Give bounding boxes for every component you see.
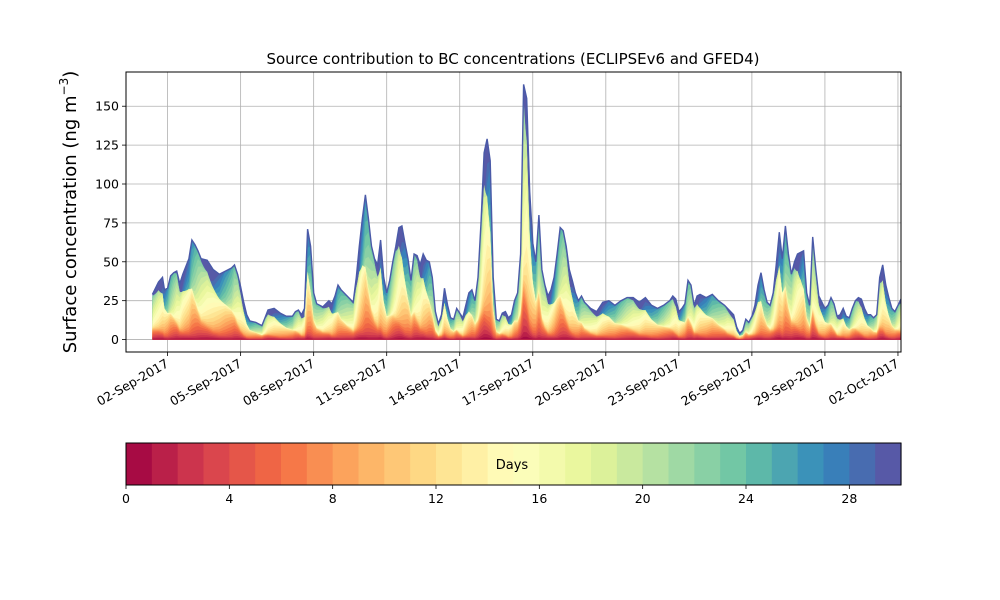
- colorbar-tick-label: 0: [122, 491, 130, 506]
- y-axis-label-text: Surface concentration (ng m: [60, 95, 81, 353]
- colorbar-cell: [461, 443, 489, 485]
- colorbar-cell: [591, 443, 618, 485]
- colorbar-cell: [849, 443, 876, 485]
- plot-frame: [125, 71, 902, 353]
- y-tick-label: 150: [95, 99, 119, 114]
- colorbar-cells: [126, 443, 902, 485]
- area-layer-day-0: [152, 336, 901, 340]
- y-axis-label-close: ): [60, 71, 81, 78]
- colorbar-cell: [255, 443, 282, 485]
- colorbar-cell: [616, 443, 644, 485]
- colorbar-cell: [229, 443, 256, 485]
- colorbar-cell: [358, 443, 385, 485]
- colorbar-cell: [203, 443, 230, 485]
- y-tick-label: 75: [103, 215, 119, 230]
- y-tick-label: 25: [103, 293, 119, 308]
- colorbar-cell: [720, 443, 747, 485]
- colorbar-cell: [126, 443, 153, 485]
- colorbar: 0 4 8 12 16 20 24 28 Days: [122, 442, 902, 506]
- colorbar-ticks: 0 4 8 12 16 20 24 28: [122, 485, 857, 506]
- y-axis-label-superscript: −3: [57, 78, 71, 96]
- colorbar-tick-label: 8: [329, 491, 337, 506]
- colorbar-tick-label: 24: [738, 491, 754, 506]
- y-axis-label: Surface concentration (ng m−3): [57, 71, 81, 354]
- colorbar-tick-label: 16: [531, 491, 547, 506]
- colorbar-cell: [746, 443, 773, 485]
- area-layer-day-1: [152, 332, 901, 340]
- y-tick-label: 50: [103, 254, 119, 269]
- colorbar-cell: [177, 443, 205, 485]
- colorbar-cell: [487, 443, 515, 485]
- y-axis-ticks: 0 25 50 75 100 125 150: [95, 99, 126, 347]
- stacked-area-layers: [151, 84, 901, 340]
- y-tick-label: 125: [95, 138, 119, 153]
- colorbar-cell: [797, 443, 825, 485]
- colorbar-tick-label: 28: [841, 491, 857, 506]
- colorbar-tick-label: 12: [428, 491, 444, 506]
- colorbar-cell: [513, 443, 540, 485]
- colorbar-cell: [281, 443, 308, 485]
- colorbar-cell: [436, 443, 463, 485]
- total-outline: [151, 84, 901, 335]
- colorbar-cell: [694, 443, 721, 485]
- colorbar-cell: [875, 443, 902, 485]
- colorbar-cell: [771, 443, 799, 485]
- colorbar-cell: [151, 443, 179, 485]
- colorbar-cell: [384, 443, 411, 485]
- svg-text:Surface concentration (ng m−3): Surface concentration (ng m−3): [57, 71, 81, 354]
- colorbar-label: Days: [496, 458, 529, 473]
- colorbar-tick-label: 20: [635, 491, 651, 506]
- colorbar-cell: [565, 443, 592, 485]
- axes: [125, 71, 902, 353]
- colorbar-cell: [668, 443, 695, 485]
- y-tick-label: 100: [95, 177, 119, 192]
- colorbar-cell: [410, 443, 437, 485]
- colorbar-cell: [539, 443, 566, 485]
- colorbar-tick-label: 4: [225, 491, 233, 506]
- colorbar-frame: [125, 442, 902, 486]
- colorbar-cell: [642, 443, 670, 485]
- y-tick-label: 0: [111, 332, 119, 347]
- colorbar-cell: [332, 443, 360, 485]
- colorbar-cell: [306, 443, 334, 485]
- chart-title: Source contribution to BC concentrations…: [266, 50, 759, 68]
- colorbar-cell: [823, 443, 850, 485]
